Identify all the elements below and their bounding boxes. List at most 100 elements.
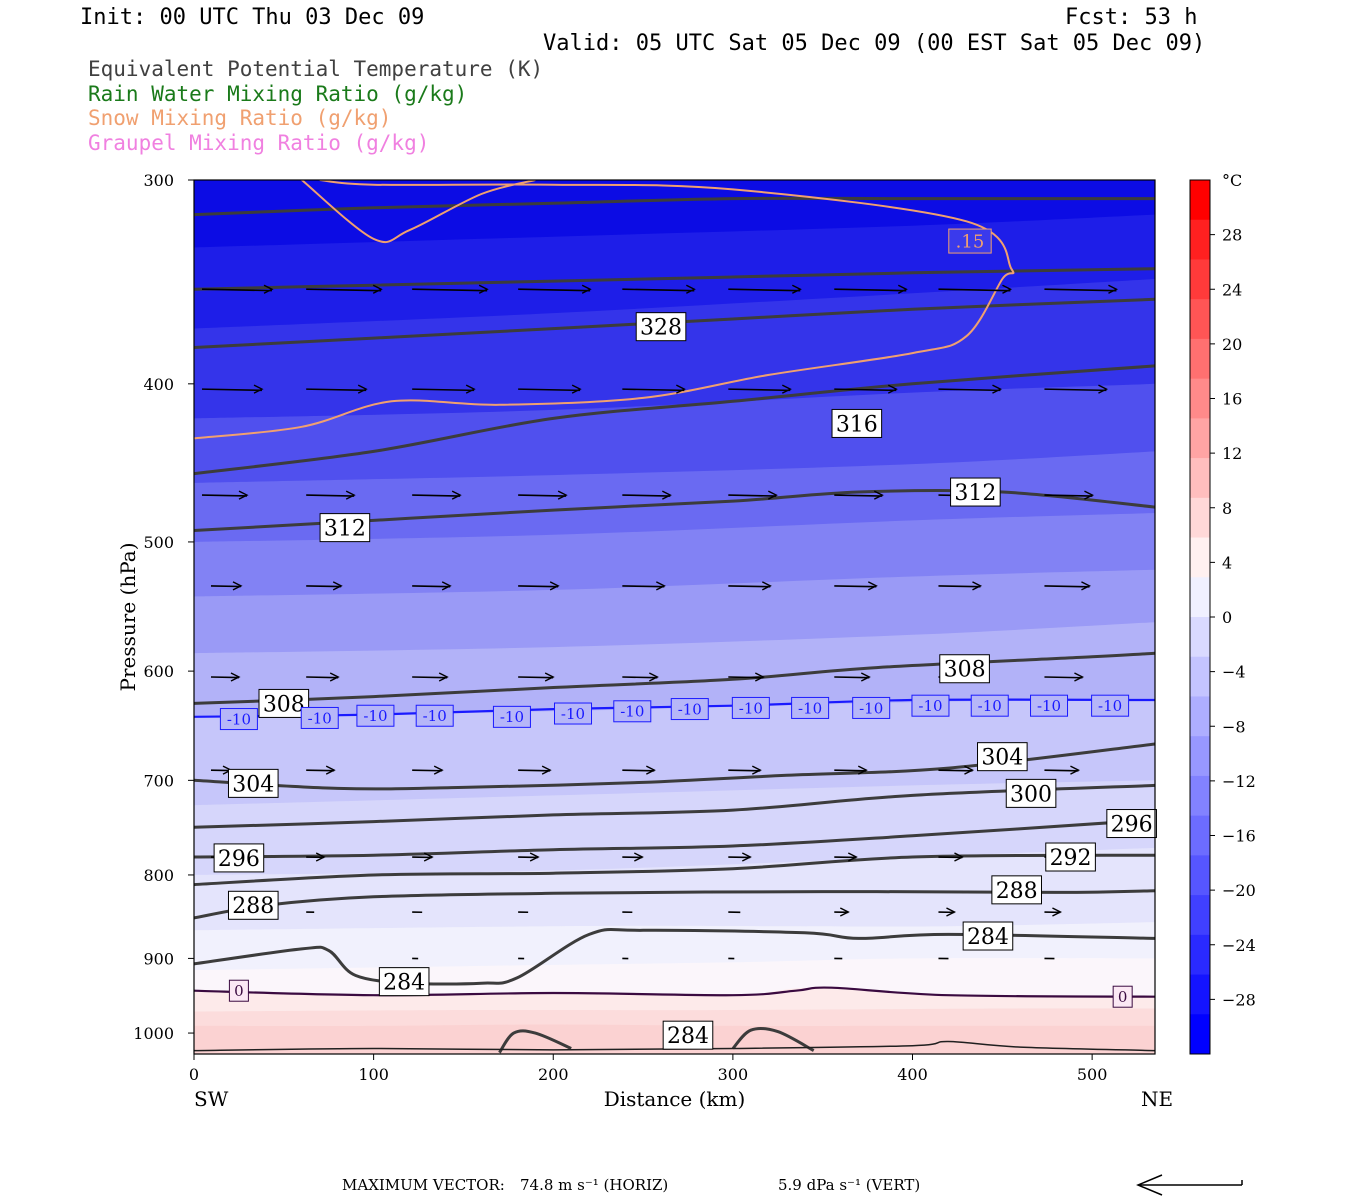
contour-label: 300	[1010, 782, 1052, 807]
colorbar-swatch	[1190, 577, 1210, 618]
colorbar-swatch	[1190, 775, 1210, 817]
x-axis-label: Distance (km)	[604, 1087, 746, 1111]
wind-vector	[412, 769, 443, 772]
colorbar-swatch	[1190, 497, 1210, 539]
wind-vector-head	[741, 852, 752, 862]
wind-vector	[728, 585, 771, 588]
wind-vector-head	[656, 581, 666, 591]
wind-vector-head	[451, 490, 462, 500]
wind-vector-head	[571, 384, 582, 394]
wind-vector-head	[634, 852, 644, 862]
wind-vector	[518, 494, 567, 497]
contour-label: 284	[667, 1024, 709, 1049]
wind-vector	[622, 288, 695, 292]
colorbar-swatch	[1190, 656, 1210, 697]
colorbar-swatch	[1190, 815, 1210, 856]
contour-label: -10	[423, 707, 447, 725]
wind-vector	[412, 388, 475, 392]
y-tick-label: 400	[143, 375, 174, 394]
colorbar-label: −8	[1222, 717, 1246, 736]
colorbar-label: 8	[1222, 499, 1232, 518]
contour-label: 288	[232, 894, 274, 919]
wind-vector	[834, 288, 907, 292]
y-tick-label: 300	[143, 171, 174, 190]
contour-label: -10	[620, 703, 644, 721]
contour-label: 0	[1118, 988, 1128, 1006]
wind-vector	[201, 288, 273, 292]
wind-vector-head	[325, 765, 336, 775]
colorbar-label: −4	[1222, 663, 1246, 682]
contour-label: 284	[383, 971, 425, 996]
wind-vector-head	[557, 490, 568, 500]
wind-vector-head	[791, 284, 802, 294]
contour-label-box	[939, 654, 990, 684]
wind-vector-head	[676, 384, 686, 394]
colorbar-swatch	[1190, 895, 1210, 936]
y-tick-label: 600	[143, 662, 174, 681]
colorbar-unit: °C	[1222, 171, 1242, 190]
theta-e-contour	[194, 928, 1155, 986]
wind-vector-head	[860, 672, 871, 682]
init-time: Init: 00 UTC Thu 03 Dec 09	[80, 5, 425, 30]
wind-vector	[622, 494, 671, 497]
wind-vector-head	[315, 852, 326, 862]
colorbar-label: 20	[1222, 335, 1242, 354]
contour-label: -10	[1098, 697, 1122, 715]
wind-vector-head	[781, 384, 792, 394]
colorbar-label: 24	[1222, 280, 1242, 299]
wind-vector-head	[465, 384, 476, 394]
contour-label: -10	[918, 697, 942, 715]
colorbar-label: −28	[1222, 990, 1256, 1009]
wind-vector	[412, 585, 451, 588]
contour-label-box	[852, 696, 891, 719]
contour-label: 308	[263, 692, 305, 717]
contour-label-box	[1005, 778, 1057, 808]
wind-vector	[412, 288, 488, 292]
x-tick-label: 100	[358, 1065, 389, 1084]
wind-vector-head	[972, 581, 983, 591]
contour-label-box	[1112, 985, 1133, 1008]
theta-e-contour	[194, 488, 1155, 532]
colorbar-swatch	[1190, 458, 1210, 499]
minus-ten-isotherm	[194, 698, 1155, 718]
contour-label: -10	[798, 699, 822, 717]
wind-vector-head	[992, 384, 1003, 394]
contour-label-box	[1091, 694, 1130, 717]
x-tick-label: 400	[897, 1065, 928, 1084]
wind-vector-head	[1098, 384, 1109, 394]
wind-vector-head	[529, 852, 540, 862]
contour-label: 308	[944, 658, 986, 683]
contour-label-box	[911, 694, 950, 717]
forecast-hour: Fcst: 53 h	[1065, 5, 1198, 30]
contour-lines	[194, 180, 1155, 1054]
contour-label-box	[378, 967, 430, 997]
zero-degree-isotherm	[194, 986, 1155, 998]
x-tick-label: 200	[538, 1065, 569, 1084]
colorbar-label: 28	[1222, 226, 1242, 245]
contour-label-box	[662, 1020, 714, 1050]
wind-vector	[1044, 676, 1083, 679]
contour-label-box	[227, 768, 279, 798]
wind-vector-head	[263, 284, 274, 294]
contour-label: -10	[1037, 697, 1061, 715]
wind-vector-head	[1074, 672, 1085, 682]
contour-label-box	[356, 704, 395, 727]
colorbar-swatch	[1190, 974, 1210, 1015]
wind-vector	[834, 585, 877, 588]
axes: 300 400 500 600 700 800 900 1000 0 100 200 300 400 50…	[116, 171, 1173, 1111]
wind-vector-head	[887, 384, 898, 394]
contour-label-box	[213, 843, 265, 873]
colorbar-swatch	[1190, 219, 1210, 260]
contour-label-box	[319, 513, 371, 543]
x-tick-label: 500	[1077, 1065, 1108, 1084]
temperature-band	[194, 180, 1155, 248]
contour-label-box	[831, 408, 883, 438]
wind-vector	[938, 585, 981, 588]
contour-label-box	[948, 228, 992, 254]
colorbar-label: 0	[1222, 608, 1232, 627]
contour-label: -10	[978, 697, 1002, 715]
field-label-graupel: Graupel Mixing Ratio (g/kg)	[88, 131, 430, 155]
contour-label-box	[492, 705, 531, 728]
wind-vector	[412, 676, 448, 679]
colorbar-swatch	[1190, 537, 1210, 578]
